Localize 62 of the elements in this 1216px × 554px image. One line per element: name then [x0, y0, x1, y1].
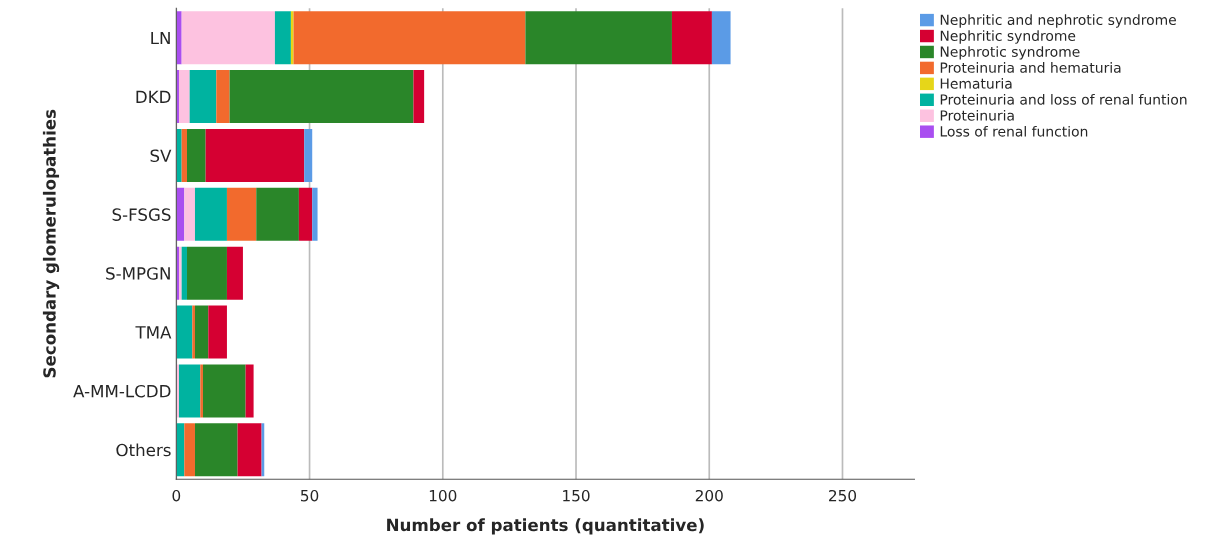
bar [711, 11, 731, 65]
bar [226, 246, 243, 300]
bar [181, 128, 187, 182]
bar [208, 305, 227, 359]
bar [194, 423, 238, 477]
bar [413, 70, 425, 124]
x-tick-label: 200 [695, 489, 723, 502]
legend-label: Nephritic and nephrotic syndrome [940, 14, 1176, 28]
bar [186, 246, 227, 300]
bar [176, 305, 193, 359]
y-tick-label: S-FSGS [112, 208, 171, 221]
bar [178, 70, 190, 124]
bar [237, 423, 262, 477]
legend-label: Loss of renal function [940, 125, 1088, 137]
bar [202, 364, 246, 418]
bar [298, 187, 313, 241]
legend-label: Proteinuria and hematuria [940, 62, 1121, 73]
bar [525, 11, 672, 65]
bar [226, 187, 257, 241]
x-tick-label: 0 [172, 489, 181, 502]
bar [216, 70, 230, 124]
legend-label: Nephritic syndrome [940, 30, 1076, 44]
bar [181, 11, 275, 65]
y-tick-label: Others [116, 443, 171, 457]
bar [184, 423, 195, 477]
y-tick-label: SV [150, 149, 172, 163]
bar [229, 70, 414, 124]
x-tick-label: 50 [301, 489, 319, 502]
bar [200, 364, 203, 418]
y-tick-label: DKD [136, 90, 171, 103]
bar [178, 364, 201, 418]
bar [274, 11, 291, 65]
x-tick-label: 100 [429, 489, 457, 502]
bar [671, 11, 712, 65]
bar [312, 187, 318, 241]
bar [245, 364, 254, 418]
bar [189, 70, 217, 124]
legend-label: Proteinuria [940, 109, 1014, 121]
legend-label: Nephrotic syndrome [940, 46, 1080, 60]
bar [186, 128, 206, 182]
y-tick-label: LN [151, 31, 170, 45]
legend-label: Hematuria [940, 78, 1012, 89]
legend-label: Proteinuria and loss of renal funtion [940, 94, 1187, 105]
y-tick-label: TMA [135, 326, 172, 339]
bar [176, 11, 182, 65]
bar [184, 187, 195, 241]
bar [194, 305, 209, 359]
bar [290, 11, 294, 65]
bar [194, 187, 227, 241]
bar [176, 128, 182, 182]
y-tick-label: S-MPGN [106, 267, 170, 280]
bar [181, 246, 187, 300]
bar [304, 128, 313, 182]
bar [256, 187, 299, 241]
y-axis-title: Secondary glomerulopathies [42, 109, 60, 378]
x-tick-label: 150 [563, 489, 590, 502]
x-tick-label: 250 [829, 489, 857, 502]
bar [192, 305, 195, 359]
y-tick-label: A-MM-LCDD [73, 384, 171, 398]
x-axis-title: Number of patients (quantitative) [387, 518, 704, 535]
bar [293, 11, 526, 65]
bar [205, 128, 305, 182]
